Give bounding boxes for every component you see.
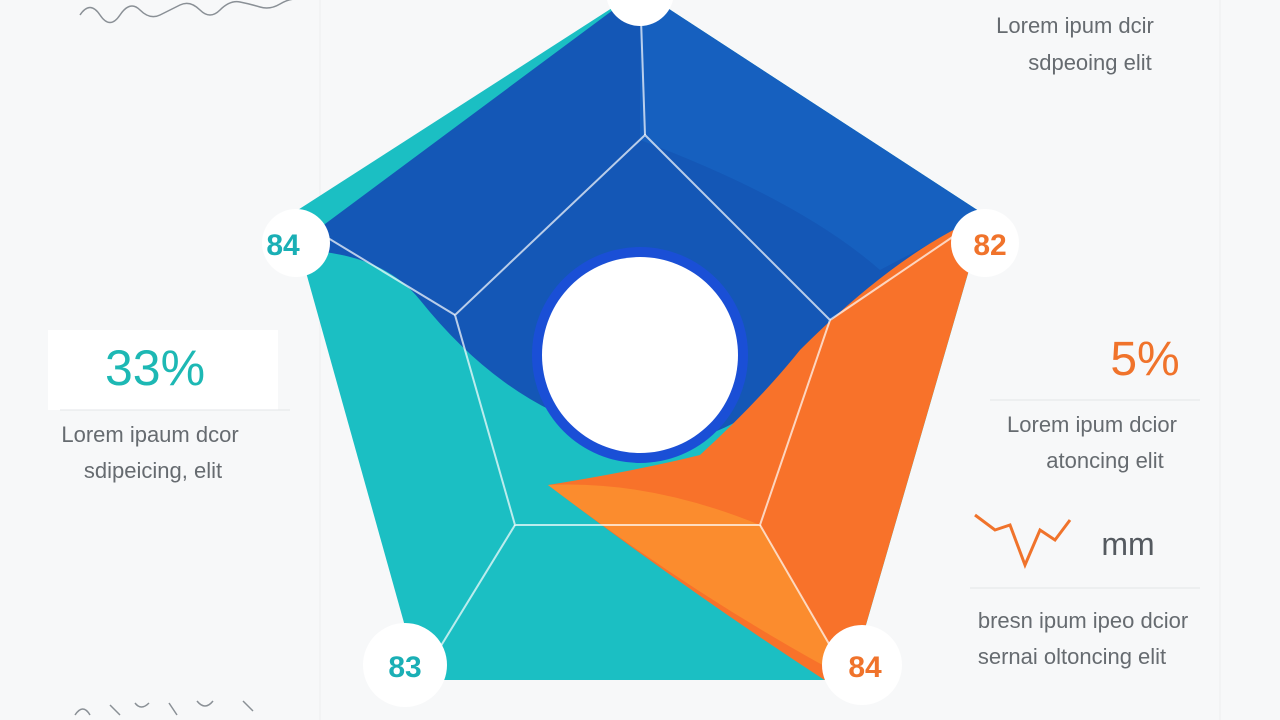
node-label: 84: [266, 229, 300, 262]
text-line: Lorem ipum dcir: [996, 13, 1154, 38]
node-label: 82: [973, 229, 1006, 262]
text-line: bresn ipum ipeo dcior: [978, 608, 1188, 633]
node-circle: [262, 209, 330, 277]
blue-highlight: [640, 0, 985, 270]
sketch: [79, 0, 293, 24]
text-line: Lorem ipaum dcor: [61, 422, 238, 447]
stat: 33%: [105, 340, 205, 396]
node-circle: [822, 625, 902, 705]
trend-icon: [974, 513, 1072, 570]
text-line: atoncing elit: [1046, 448, 1163, 473]
icon-label: mm: [1101, 526, 1154, 562]
text-line: sdipeicing, elit: [84, 458, 222, 483]
node-label: 83: [388, 651, 421, 684]
orange-region: [548, 215, 985, 680]
stat: 5%: [1110, 333, 1179, 386]
node-label: 84: [848, 651, 882, 684]
orange-highlight: [548, 484, 850, 680]
text-line: Lorem ipum dcior: [1007, 412, 1177, 437]
node-circle: [363, 623, 447, 707]
sketch: [74, 700, 254, 716]
node-circle: [951, 209, 1019, 277]
center-circle: [542, 257, 738, 453]
node-circle: [606, 0, 674, 26]
text-line: sdpeoing elit: [1028, 50, 1152, 75]
text-line: sernai oltoncing elit: [978, 644, 1166, 669]
stat-box: [48, 330, 278, 410]
